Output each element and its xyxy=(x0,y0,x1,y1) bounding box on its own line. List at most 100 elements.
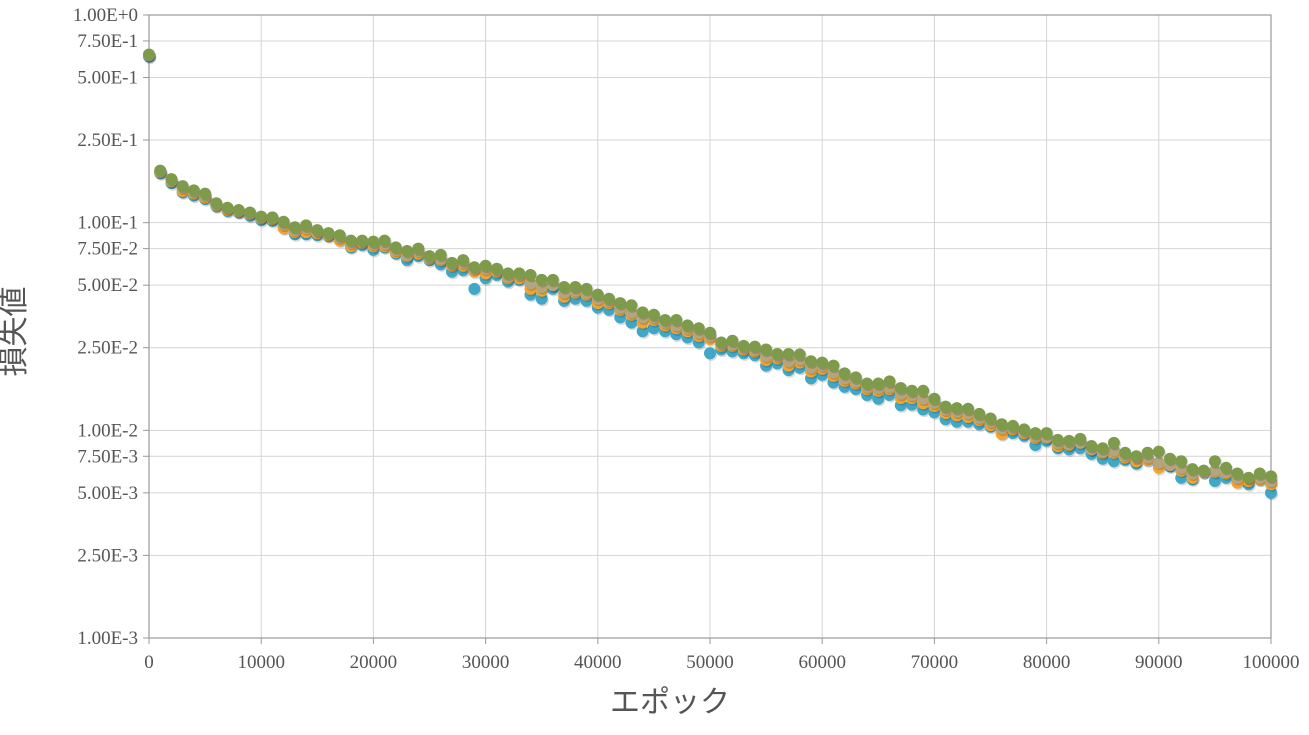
x-tick-label: 10000 xyxy=(237,652,285,673)
data-point xyxy=(726,334,739,347)
data-point xyxy=(243,206,256,219)
series-1 xyxy=(143,50,1279,501)
data-point xyxy=(412,242,425,255)
data-point xyxy=(816,356,829,369)
data-point xyxy=(681,319,694,332)
x-axis-title: エポック xyxy=(610,685,730,720)
data-point xyxy=(838,367,851,380)
data-point xyxy=(771,348,784,361)
data-point xyxy=(524,268,537,281)
series-2 xyxy=(143,49,1279,492)
x-tick-label: 70000 xyxy=(911,652,959,673)
data-point xyxy=(165,173,178,186)
data-point xyxy=(176,180,189,193)
data-point xyxy=(143,48,155,61)
data-point xyxy=(614,297,627,310)
x-tick-label: 30000 xyxy=(462,652,510,673)
data-point xyxy=(939,400,952,413)
data-point xyxy=(984,412,997,425)
data-point xyxy=(704,326,716,339)
data-point xyxy=(1152,445,1165,458)
x-tick-label: 0 xyxy=(144,652,154,673)
grid-lines xyxy=(148,14,1272,639)
data-point xyxy=(1265,486,1277,499)
x-tick-label: 80000 xyxy=(1023,652,1071,673)
data-point xyxy=(1242,471,1255,484)
data-point xyxy=(861,377,874,390)
x-tick-label: 90000 xyxy=(1135,652,1183,673)
data-point xyxy=(603,292,616,305)
y-tick-label: 2.50E-1 xyxy=(77,130,138,151)
data-point xyxy=(333,229,346,242)
data-point xyxy=(905,384,918,397)
data-point xyxy=(266,211,279,224)
data-point xyxy=(1265,470,1277,483)
data-point xyxy=(1208,475,1221,488)
data-point xyxy=(1029,427,1042,440)
data-point xyxy=(1119,446,1132,459)
data-point xyxy=(883,375,896,388)
data-point xyxy=(647,308,660,321)
data-point xyxy=(1096,442,1109,455)
data-point xyxy=(793,348,806,361)
y-tick-label: 5.00E-1 xyxy=(77,68,138,89)
data-point xyxy=(1141,446,1154,459)
data-point xyxy=(300,219,313,232)
data-point xyxy=(1074,432,1087,445)
data-point xyxy=(389,241,402,254)
data-point xyxy=(782,348,795,361)
data-point xyxy=(995,418,1008,431)
data-point xyxy=(154,164,167,177)
x-tick-label: 40000 xyxy=(574,652,622,673)
data-point xyxy=(1220,461,1233,474)
y-tick-label: 7.50E-3 xyxy=(77,446,138,467)
data-point xyxy=(558,281,571,294)
x-axis-ticks: 0 10000 20000 30000 40000 50000 60000 70000 8000… xyxy=(144,638,1300,673)
data-point xyxy=(378,234,391,247)
data-point xyxy=(232,204,245,217)
data-point xyxy=(210,197,223,210)
data-point xyxy=(423,250,436,263)
data-point xyxy=(1006,419,1019,432)
data-point xyxy=(311,224,324,237)
data-point xyxy=(288,221,301,234)
data-point xyxy=(1107,436,1120,449)
data-point xyxy=(737,339,750,352)
data-point xyxy=(704,347,716,360)
data-point xyxy=(636,306,649,319)
data-point xyxy=(580,282,593,295)
data-point xyxy=(849,371,862,384)
data-point xyxy=(401,245,414,258)
data-point xyxy=(591,288,604,301)
data-point xyxy=(760,343,773,356)
data-point xyxy=(1175,455,1188,468)
data-point xyxy=(715,336,728,349)
data-point xyxy=(569,281,582,294)
data-point xyxy=(468,261,481,274)
data-point xyxy=(1208,455,1221,468)
data-point xyxy=(804,355,817,368)
y-tick-label: 1.00E-3 xyxy=(77,628,138,649)
data-point xyxy=(670,313,683,326)
data-point xyxy=(894,381,907,394)
data-point xyxy=(546,273,559,286)
data-point xyxy=(872,377,885,390)
data-point xyxy=(356,234,369,247)
data-points xyxy=(143,48,1279,501)
data-point xyxy=(221,201,234,214)
data-point xyxy=(827,359,840,372)
data-point xyxy=(1040,427,1053,440)
y-tick-label: 2.50E-3 xyxy=(77,545,138,566)
data-point xyxy=(502,267,515,280)
y-axis-ticks: 1.00E-3 2.50E-3 5.00E-3 7.50E-3 1.00E-2 2.50E… xyxy=(73,5,149,649)
y-tick-label: 7.50E-1 xyxy=(77,31,138,52)
y-tick-label: 2.50E-2 xyxy=(77,338,138,359)
data-point xyxy=(928,392,941,405)
data-point xyxy=(524,277,537,290)
data-point xyxy=(647,322,660,335)
x-tick-label: 50000 xyxy=(686,652,734,673)
data-point xyxy=(692,322,705,335)
data-point xyxy=(490,262,503,275)
data-point xyxy=(659,313,672,326)
